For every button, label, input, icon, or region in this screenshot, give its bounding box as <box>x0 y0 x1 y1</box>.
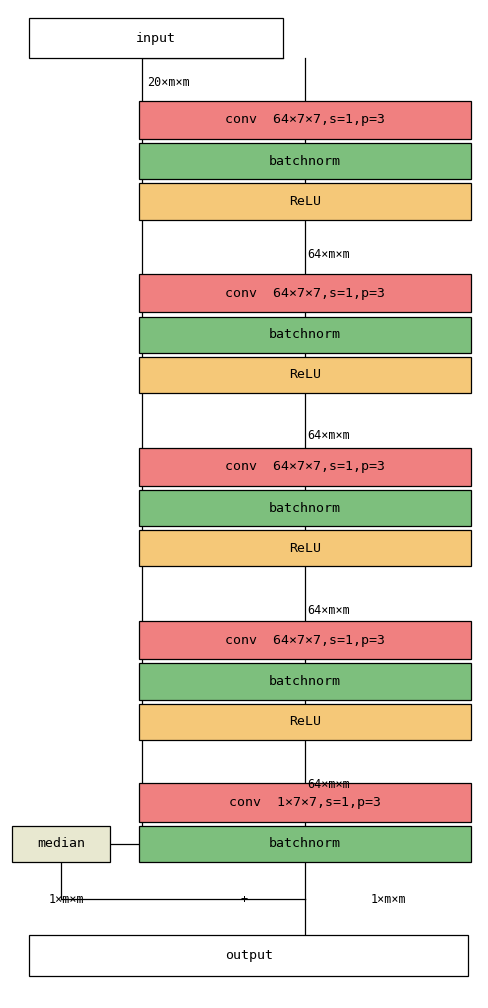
Text: batchnorm: batchnorm <box>269 838 341 850</box>
Text: ReLU: ReLU <box>289 369 321 381</box>
FancyBboxPatch shape <box>29 18 283 58</box>
Text: conv  64×7×7,s=1,p=3: conv 64×7×7,s=1,p=3 <box>225 114 385 126</box>
FancyBboxPatch shape <box>139 663 471 700</box>
Text: 64×m×m: 64×m×m <box>307 778 350 790</box>
Text: conv  64×7×7,s=1,p=3: conv 64×7×7,s=1,p=3 <box>225 634 385 646</box>
Text: ReLU: ReLU <box>289 196 321 208</box>
FancyBboxPatch shape <box>139 783 471 822</box>
FancyBboxPatch shape <box>139 704 471 740</box>
FancyBboxPatch shape <box>29 935 468 976</box>
Text: batchnorm: batchnorm <box>269 675 341 687</box>
Text: 64×m×m: 64×m×m <box>307 605 350 617</box>
FancyBboxPatch shape <box>139 826 471 862</box>
Text: conv  1×7×7,s=1,p=3: conv 1×7×7,s=1,p=3 <box>229 796 381 808</box>
Text: conv  64×7×7,s=1,p=3: conv 64×7×7,s=1,p=3 <box>225 461 385 473</box>
FancyBboxPatch shape <box>139 317 471 353</box>
FancyBboxPatch shape <box>139 183 471 220</box>
Text: 64×m×m: 64×m×m <box>307 429 350 442</box>
Text: 20×m×m: 20×m×m <box>147 77 190 89</box>
Text: median: median <box>37 838 85 850</box>
Text: batchnorm: batchnorm <box>269 502 341 514</box>
Text: output: output <box>225 950 273 962</box>
Text: batchnorm: batchnorm <box>269 155 341 167</box>
FancyBboxPatch shape <box>139 274 471 312</box>
FancyBboxPatch shape <box>139 101 471 139</box>
Text: +: + <box>241 893 247 905</box>
FancyBboxPatch shape <box>139 490 471 526</box>
FancyBboxPatch shape <box>139 357 471 393</box>
FancyBboxPatch shape <box>139 448 471 486</box>
FancyBboxPatch shape <box>139 530 471 566</box>
Text: 64×m×m: 64×m×m <box>307 248 350 260</box>
FancyBboxPatch shape <box>12 826 110 862</box>
Text: ReLU: ReLU <box>289 716 321 728</box>
Text: ReLU: ReLU <box>289 542 321 554</box>
Text: input: input <box>136 32 176 44</box>
Text: batchnorm: batchnorm <box>269 329 341 341</box>
Text: conv  64×7×7,s=1,p=3: conv 64×7×7,s=1,p=3 <box>225 287 385 299</box>
Text: 1×m×m: 1×m×m <box>371 893 407 905</box>
FancyBboxPatch shape <box>139 621 471 659</box>
Text: 1×m×m: 1×m×m <box>49 893 84 905</box>
FancyBboxPatch shape <box>139 143 471 179</box>
